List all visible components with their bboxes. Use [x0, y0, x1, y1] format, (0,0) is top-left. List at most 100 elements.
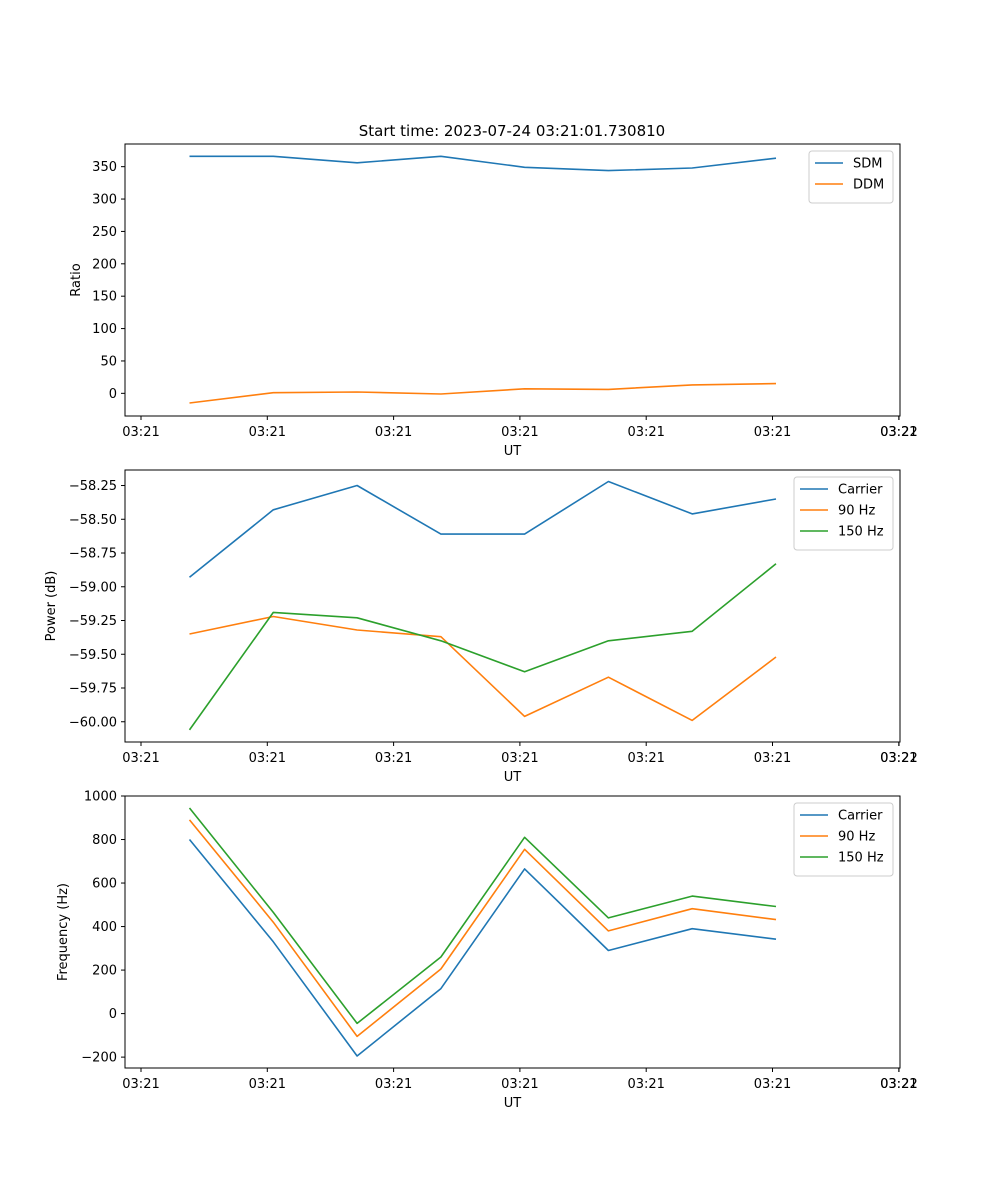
series-line-90-hz [188, 819, 777, 1038]
data-point [440, 533, 442, 535]
y-tick-label: −58.75 [69, 547, 117, 562]
data-point [440, 988, 442, 990]
axes-frame [124, 795, 901, 1069]
data-point [691, 720, 693, 722]
data-point [189, 577, 191, 579]
data-point [691, 908, 693, 910]
series-line-carrier [188, 838, 777, 1057]
x-tick-label: 03:21 [754, 751, 791, 766]
x-tick-label: 03:21 [122, 1077, 159, 1092]
y-tick-label: 300 [92, 193, 117, 208]
legend-label: 150 Hz [838, 525, 884, 540]
x-tick-label: 03:21 [880, 751, 917, 766]
x-tick-label: 03:21 [754, 425, 791, 440]
data-point [440, 393, 442, 395]
data-point [691, 928, 693, 930]
data-point [189, 729, 191, 731]
data-point [524, 167, 526, 169]
x-axis-label: UT [504, 1096, 522, 1111]
data-point [356, 617, 358, 619]
data-point [775, 498, 777, 500]
x-tick-label: 03:21 [375, 751, 412, 766]
x-tick-label: 03:22 [880, 751, 917, 766]
y-tick-label: 800 [92, 833, 117, 848]
y-tick-label: 400 [92, 920, 117, 935]
data-point [691, 167, 693, 169]
data-point [608, 170, 610, 172]
data-point [273, 392, 275, 394]
data-point [775, 656, 777, 658]
data-point [356, 629, 358, 631]
y-tick-label: −60.00 [69, 715, 117, 730]
data-point [775, 938, 777, 940]
data-point [440, 956, 442, 958]
frequency-panel: 03:21 03:21 03:21 03:21 03:21 03:21 03:2103:22… [56, 790, 918, 1112]
x-tick-label: 03:21 [627, 1077, 664, 1092]
data-point [189, 807, 191, 809]
data-point [608, 950, 610, 952]
y-tick-label: −58.25 [69, 479, 117, 494]
x-tick-label: 03:21 [501, 751, 538, 766]
x-tick-label: 03:21 [375, 425, 412, 440]
legend: Carrier 90 Hz 150 Hz [793, 802, 894, 877]
x-tick-label: 03:21 [754, 1077, 791, 1092]
legend-label: DDM [853, 178, 884, 193]
data-point [189, 819, 191, 821]
data-point [273, 156, 275, 158]
axes-frame [124, 469, 901, 743]
legend-label: 90 Hz [838, 830, 875, 845]
legend-box [808, 150, 894, 204]
data-point [356, 1036, 358, 1038]
y-tick-label: 0 [109, 387, 117, 402]
data-point [775, 563, 777, 565]
x-tick-label: 03:22 [880, 1077, 917, 1092]
x-tick-label: 03:21 [249, 425, 286, 440]
legend-label: SDM [853, 157, 882, 172]
data-point [524, 533, 526, 535]
legend: Carrier 90 Hz 150 Hz [793, 476, 894, 551]
y-axis-label: Power (dB) [44, 571, 59, 642]
y-axis-label: Ratio [69, 263, 84, 296]
data-point [775, 383, 777, 385]
data-point [608, 917, 610, 919]
legend-label: 150 Hz [838, 851, 884, 866]
y-tick-label: 0 [109, 1007, 117, 1022]
y-tick-label: 50 [100, 354, 117, 369]
data-point [608, 930, 610, 932]
data-point [356, 162, 358, 164]
data-point [691, 513, 693, 515]
data-point [273, 616, 275, 618]
data-point [775, 906, 777, 908]
data-point [273, 921, 275, 923]
y-tick-label: 600 [92, 877, 117, 892]
data-point [691, 384, 693, 386]
legend-label: Carrier [838, 809, 883, 824]
data-point [189, 839, 191, 841]
series-line-sdm [189, 155, 777, 172]
x-tick-label: 03:21 [501, 1077, 538, 1092]
data-point [356, 1023, 358, 1025]
y-tick-label: −58.50 [69, 513, 117, 528]
data-point [440, 636, 442, 638]
data-point [691, 631, 693, 633]
x-tick-label: 03:22 [880, 425, 917, 440]
ratio-panel: 03:21 03:21 03:21 03:21 03:21 03:21 03:2103:22… [69, 143, 918, 459]
x-tick-label: 03:21 [880, 425, 917, 440]
x-tick-label: 03:21 [627, 751, 664, 766]
data-point [524, 388, 526, 390]
data-point [608, 481, 610, 483]
data-point [356, 485, 358, 487]
x-tick-label: 03:21 [122, 425, 159, 440]
data-point [524, 671, 526, 673]
x-tick-label: 03:21 [627, 425, 664, 440]
data-point [273, 509, 275, 511]
data-point [524, 837, 526, 839]
data-point [189, 633, 191, 635]
data-point [775, 157, 777, 159]
y-tick-label: 100 [92, 322, 117, 337]
y-tick-label: −59.75 [69, 682, 117, 697]
legend-label: 90 Hz [838, 504, 875, 519]
x-axis-label: UT [504, 444, 522, 459]
y-tick-label: −59.00 [69, 580, 117, 595]
